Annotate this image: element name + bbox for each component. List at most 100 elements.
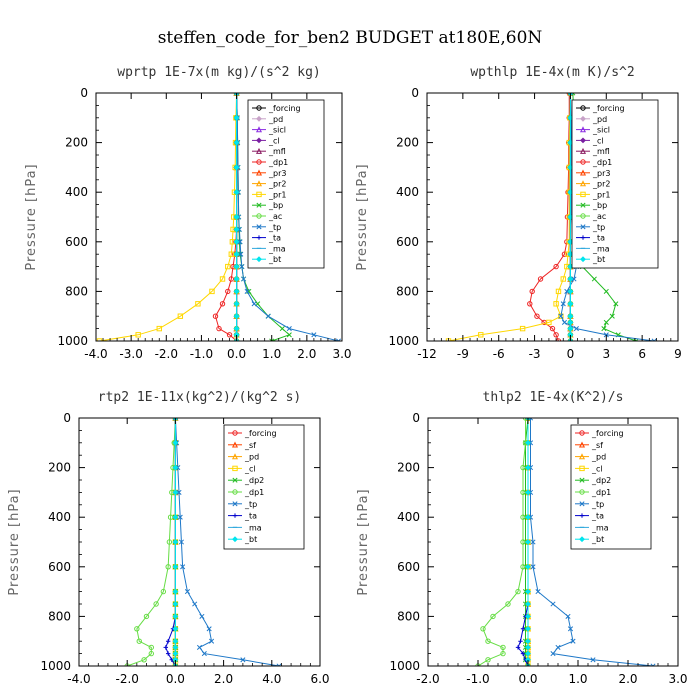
legend-marker — [579, 477, 585, 483]
data-point — [240, 657, 246, 663]
legend-label: _pr2 — [268, 180, 286, 189]
data-point — [212, 313, 219, 319]
y-tick-label: 800 — [397, 609, 420, 623]
legend-marker — [578, 453, 586, 460]
panel-title: wprtp 1E-7x(m kg)/(s^2 kg) — [117, 65, 321, 80]
legend-label: _bt — [268, 255, 281, 264]
x-tick-label: -9 — [457, 347, 469, 361]
data-point — [525, 539, 531, 545]
legend-marker — [579, 501, 585, 507]
data-point — [286, 332, 292, 338]
legend-marker — [256, 137, 262, 144]
panel-title: rtp2 1E-11x(kg^2)/(kg^2 s) — [98, 390, 302, 405]
data-point — [279, 326, 285, 332]
data-point — [172, 439, 179, 446]
legend-label: _dp1 — [244, 488, 264, 497]
x-tick-label: 2.0 — [618, 672, 637, 686]
legend-entry: _sf — [575, 441, 603, 450]
legend-label: _pr1 — [592, 190, 610, 199]
data-point — [522, 418, 529, 421]
legend-marker — [256, 256, 262, 263]
data-point — [525, 489, 531, 496]
data-point — [567, 93, 573, 96]
data-point — [166, 539, 173, 545]
legend-label: _sf — [591, 441, 603, 450]
data-point — [530, 539, 536, 545]
data-point — [165, 564, 171, 570]
legend-label: _mfl — [592, 147, 610, 156]
legend-label: _tp — [268, 223, 281, 232]
data-point — [546, 319, 552, 326]
y-tick-label: 200 — [65, 136, 88, 150]
data-point — [233, 226, 240, 233]
x-tick-label: -2.0 — [155, 347, 178, 361]
data-point — [591, 276, 597, 282]
data-point — [525, 563, 531, 570]
data-point — [567, 325, 574, 332]
data-point — [269, 338, 275, 341]
data-point — [560, 276, 566, 282]
legend-entry: _bt — [252, 255, 281, 264]
data-point — [651, 338, 657, 341]
panel-title: thlp2 1E-4x(K^2)/s — [483, 390, 624, 405]
x-tick-label: -2.0 — [115, 672, 138, 686]
data-point — [525, 644, 531, 651]
legend-entry: _pr1 — [576, 190, 610, 199]
data-point — [525, 588, 531, 595]
legend-marker — [231, 453, 239, 460]
legend-label: _sicl — [268, 126, 286, 135]
legend-marker — [256, 159, 262, 165]
legend-entry: _cl — [575, 464, 603, 473]
series-line-tp — [174, 418, 280, 666]
data-point — [555, 644, 561, 650]
legend-label: _cl — [244, 464, 256, 473]
data-point — [153, 601, 159, 607]
data-point — [571, 276, 577, 282]
data-point — [134, 626, 140, 632]
panel-2: wpthlp 1E-4x(m K)/s^2 Pressure [hPa] -12 -9… — [355, 65, 682, 361]
legend-entry: _ac — [576, 212, 606, 221]
legend-entry: _pr1 — [252, 190, 286, 199]
data-point — [172, 625, 179, 632]
legend-marker — [580, 115, 586, 122]
legend-label: _sicl — [592, 126, 610, 135]
legend-label: _bp — [268, 201, 283, 210]
y-tick-label: 1000 — [388, 334, 419, 348]
y-tick-label: 200 — [397, 461, 420, 475]
x-tick-label: -2.0 — [416, 672, 439, 686]
legend-entry: _ta — [252, 234, 281, 243]
legend-marker — [578, 441, 586, 448]
legend-marker — [255, 147, 263, 154]
data-point — [172, 539, 179, 545]
legend: _forcing _pd _sicl_cl _mfl _dp1 _pr3 _pr2_pr1 _… — [571, 99, 659, 269]
legend-marker — [232, 501, 238, 507]
legend-marker — [580, 191, 586, 198]
y-tick-label: 0 — [63, 411, 71, 425]
y-axis-label: Pressure [hPa] — [355, 163, 370, 270]
legend-marker — [579, 126, 587, 133]
data-point — [143, 613, 150, 620]
data-point — [553, 263, 559, 270]
data-point — [485, 657, 491, 663]
legend-marker — [256, 191, 262, 198]
data-point — [265, 313, 271, 319]
figure-title: steffen_code_for_ben2 BUDGET at180E,60N — [158, 28, 543, 48]
legend-marker — [580, 137, 586, 144]
data-point — [160, 588, 167, 595]
data-point — [201, 651, 207, 657]
x-tick-label: 0.0 — [227, 347, 246, 361]
legend-entry: _tp — [252, 223, 281, 232]
data-point — [573, 326, 579, 332]
data-point — [286, 326, 292, 332]
data-point — [567, 626, 574, 632]
data-point — [233, 214, 240, 220]
data-point — [172, 601, 179, 607]
x-tick-label: 6 — [638, 347, 646, 361]
data-point — [209, 288, 215, 295]
y-tick-label: 1000 — [57, 334, 88, 348]
data-point — [613, 301, 619, 307]
legend-entry: _sicl — [576, 126, 610, 135]
data-point — [490, 613, 496, 620]
data-point — [172, 464, 179, 471]
legend-entry: _ma — [228, 523, 262, 532]
